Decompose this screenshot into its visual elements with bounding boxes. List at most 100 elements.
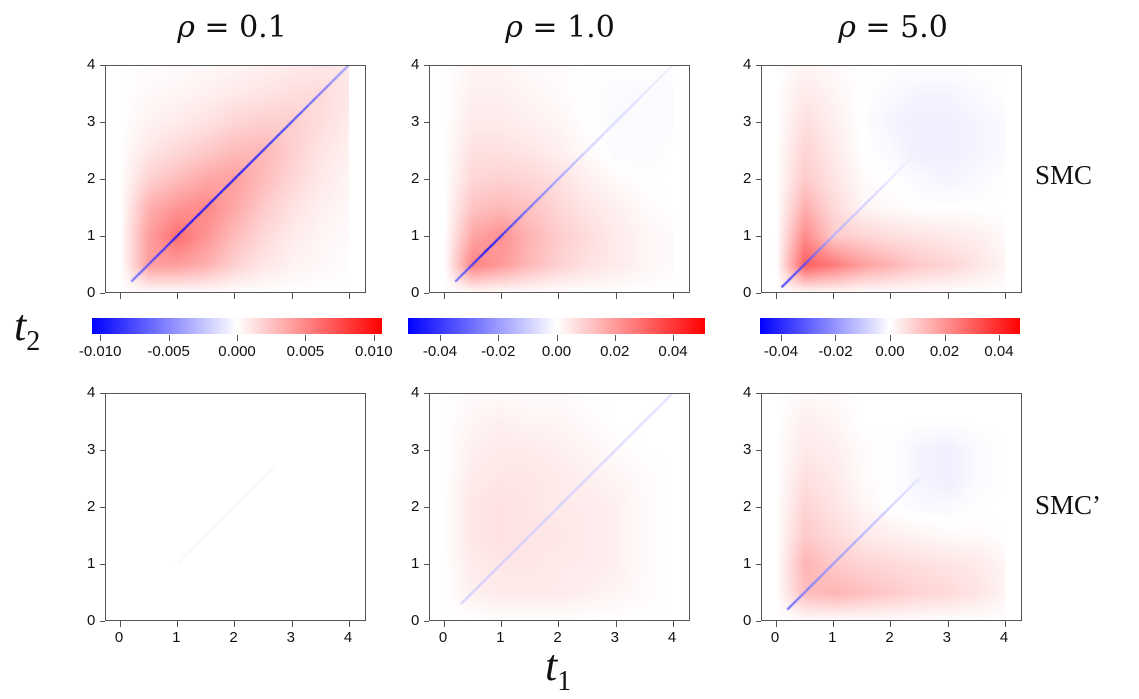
colorbar-tick <box>440 335 442 341</box>
y-tick-label: 2 <box>87 170 96 187</box>
colorbar-tick-label: 0.02 <box>600 343 630 360</box>
x-tick <box>1004 293 1006 299</box>
colorbar-tick <box>237 335 238 341</box>
x-tick-label: 0 <box>114 629 124 646</box>
x-tick <box>348 293 350 299</box>
y-axis-subscript: 2 <box>26 325 41 357</box>
y-tick <box>100 122 105 123</box>
heatmap-canvas <box>429 393 690 621</box>
colorbar-tick <box>373 335 375 341</box>
colorbar-tick-label: 0.00 <box>541 343 572 360</box>
y-tick <box>424 236 429 237</box>
colorbar-tick <box>999 335 1000 341</box>
rho-symbol: ρ <box>838 10 856 45</box>
x-tick <box>501 621 503 627</box>
colorbar-tick <box>944 335 946 341</box>
heatmap-canvas <box>429 65 690 293</box>
y-tick-label: 1 <box>411 555 420 572</box>
y-tick-label: 3 <box>743 113 752 130</box>
y-tick <box>100 236 105 237</box>
y-tick-label: 3 <box>87 441 96 458</box>
plot-frame <box>761 65 1022 293</box>
colorbar-tick <box>614 335 616 341</box>
x-tick <box>833 621 835 627</box>
x-tick-label: 1 <box>172 629 181 646</box>
row-label-smc: SMC <box>1035 160 1093 190</box>
y-tick-label: 1 <box>743 555 752 572</box>
y-tick <box>756 293 761 294</box>
x-tick <box>947 621 949 627</box>
x-tick <box>672 293 674 299</box>
y-tick-label: 4 <box>411 56 420 73</box>
x-tick <box>890 621 892 627</box>
x-tick-label: 4 <box>343 629 353 646</box>
y-tick-label: 4 <box>411 384 420 401</box>
y-tick <box>100 65 105 66</box>
y-tick <box>424 621 429 622</box>
y-tick <box>100 293 105 294</box>
x-tick-label: 3 <box>610 629 619 646</box>
x-axis-label: t1 <box>545 640 571 698</box>
y-tick-label: 4 <box>87 384 96 401</box>
heatmap-panel: 0 1 2 3 4 <box>87 56 366 301</box>
colorbar-tick-label: 0.04 <box>658 343 688 360</box>
x-tick <box>615 293 617 299</box>
colorbar-tick <box>168 335 170 341</box>
heatmap-canvas <box>761 393 1022 621</box>
x-tick <box>177 621 179 627</box>
colorbar <box>408 318 705 334</box>
colorbar-tick <box>100 335 102 341</box>
x-tick-label: 1 <box>496 629 505 646</box>
y-tick-label: 4 <box>743 384 752 401</box>
colorbar-tick-label: 0.02 <box>929 343 960 360</box>
x-tick <box>291 621 293 627</box>
x-tick <box>947 293 949 299</box>
y-tick <box>424 564 429 565</box>
x-tick-label: 2 <box>553 629 562 646</box>
y-tick <box>100 621 105 622</box>
x-tick <box>1004 621 1006 627</box>
heatmap-canvas <box>761 65 1022 293</box>
y-tick-label: 1 <box>411 227 420 244</box>
y-tick-label: 0 <box>743 612 752 629</box>
x-tick <box>234 621 236 627</box>
x-tick <box>234 293 236 299</box>
y-tick <box>756 179 761 180</box>
heatmap-panel: 0 1 2 3 4 0 1 2 3 4 <box>743 384 1022 646</box>
column-title-rho-1.0: ρ = 1.0 <box>505 10 615 45</box>
colorbar-tick <box>780 335 782 341</box>
colorbar-tick-label: 0.005 <box>286 343 325 360</box>
plot-frame <box>105 393 366 621</box>
x-tick-label: 0 <box>438 629 448 646</box>
x-tick <box>177 293 179 299</box>
colorbar-tick <box>835 335 837 341</box>
plot-frame <box>761 393 1022 621</box>
y-tick-label: 0 <box>411 612 420 629</box>
y-tick <box>424 507 429 508</box>
x-tick <box>890 293 892 299</box>
y-tick <box>100 393 105 394</box>
y-tick-label: 2 <box>411 170 420 187</box>
y-tick-label: 0 <box>411 284 420 301</box>
y-tick-label: 2 <box>743 498 752 515</box>
y-tick-label: 3 <box>411 113 420 130</box>
x-axis-subscript: 1 <box>557 665 572 697</box>
y-tick <box>424 179 429 180</box>
colorbar <box>92 318 382 334</box>
y-tick-label: 3 <box>87 113 96 130</box>
y-tick <box>756 450 761 451</box>
colorbar-tick-label: 0.010 <box>355 343 393 360</box>
x-tick-label: 2 <box>229 629 238 646</box>
heatmap-canvas <box>105 393 366 621</box>
y-tick <box>756 507 761 508</box>
column-title-rho-5.0: ρ = 5.0 <box>838 10 948 45</box>
colorbar-tick-label: -0.02 <box>818 343 853 360</box>
y-tick <box>424 393 429 394</box>
y-tick <box>756 236 761 237</box>
y-tick-label: 0 <box>87 284 96 301</box>
y-tick <box>100 179 105 180</box>
y-tick-label: 1 <box>87 227 96 244</box>
y-axis-symbol: t <box>14 301 27 350</box>
heatmap-panel: 0 1 2 3 4 0 1 2 3 4 <box>411 384 690 646</box>
